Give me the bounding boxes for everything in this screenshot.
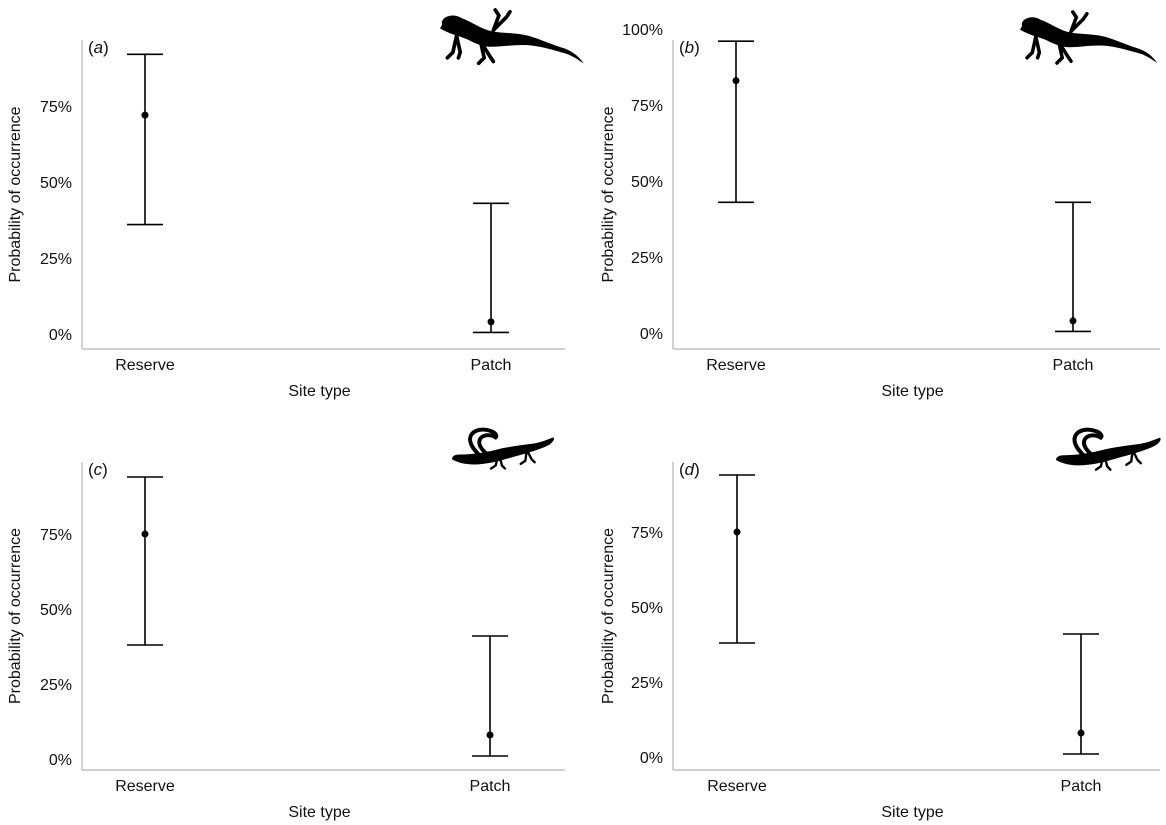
x-axis-label: Site type — [881, 804, 943, 821]
y-tick-label: 0% — [640, 750, 663, 767]
chart-panel-b: 0% 25% 50% 75% 100% Probability of occurrence… — [600, 10, 1160, 400]
y-tick-label: 50% — [40, 175, 72, 192]
x-axis-label: Site type — [288, 804, 350, 821]
y-axis-label: Probability of occurrence — [7, 106, 24, 282]
error-bar-patch — [1055, 201, 1091, 333]
y-axis-label: Probability of occurrence — [7, 528, 24, 704]
x-tick-label: Patch — [470, 778, 511, 795]
panel-label: (c) — [88, 460, 108, 479]
y-axis-label: Probability of occurrence — [600, 528, 617, 704]
lizard-silhouette-icon — [1018, 10, 1160, 65]
panel-label: (a) — [88, 38, 109, 57]
x-tick-label: Reserve — [706, 357, 766, 374]
y-tick-label: 75% — [40, 99, 72, 116]
y-tick-label: 25% — [40, 251, 72, 268]
point-estimate-reserve — [141, 111, 149, 119]
y-tick-label: 0% — [640, 326, 663, 343]
y-axis-label: Probability of occurrence — [600, 106, 617, 282]
y-tick-label: 25% — [40, 677, 72, 694]
chart-panel-c: 0% 25% 50% 75% Probability of occurrence Rese… — [7, 427, 565, 821]
panel-label: (d) — [679, 460, 700, 479]
point-estimate-patch — [1077, 729, 1085, 737]
chart-panel-a: 0% 25% 50% 75% Probability of occurrence Rese… — [7, 8, 586, 400]
y-tick-label: 50% — [40, 602, 72, 619]
x-tick-label: Reserve — [115, 778, 175, 795]
y-tick-label: 100% — [622, 22, 663, 39]
x-axis-label: Site type — [288, 383, 350, 400]
point-estimate-patch — [1069, 317, 1077, 325]
x-tick-label: Patch — [1053, 357, 1094, 374]
y-tick-label: 25% — [631, 675, 663, 692]
x-tick-label: Reserve — [115, 357, 175, 374]
error-bar-reserve — [718, 40, 754, 204]
y-tick-label: 75% — [40, 527, 72, 544]
point-estimate-patch — [487, 318, 495, 326]
y-tick-label: 50% — [631, 174, 663, 191]
salamander-silhouette-icon — [1056, 430, 1161, 470]
salamander-silhouette-icon — [450, 427, 556, 471]
lizard-silhouette-icon — [438, 8, 586, 66]
error-bar-reserve — [127, 53, 163, 226]
point-estimate-reserve — [732, 77, 740, 85]
chart-panel-d: 0% 25% 50% 75% Probability of occurrence Rese… — [600, 430, 1161, 821]
error-bar-reserve — [719, 474, 755, 644]
error-bar-patch — [473, 202, 509, 334]
x-tick-label: Patch — [1061, 778, 1102, 795]
panel-label: (b) — [679, 38, 700, 57]
y-tick-label: 0% — [49, 327, 72, 344]
y-tick-label: 75% — [631, 525, 663, 542]
point-estimate-patch — [486, 731, 494, 739]
x-axis-label: Site type — [881, 383, 943, 400]
error-bar-reserve — [127, 476, 163, 646]
point-estimate-reserve — [141, 530, 149, 538]
x-tick-label: Reserve — [707, 778, 767, 795]
y-tick-label: 0% — [49, 752, 72, 769]
point-estimate-reserve — [733, 528, 741, 536]
y-tick-label: 75% — [631, 98, 663, 115]
y-tick-label: 50% — [631, 600, 663, 617]
y-tick-label: 25% — [631, 250, 663, 267]
x-tick-label: Patch — [471, 357, 512, 374]
